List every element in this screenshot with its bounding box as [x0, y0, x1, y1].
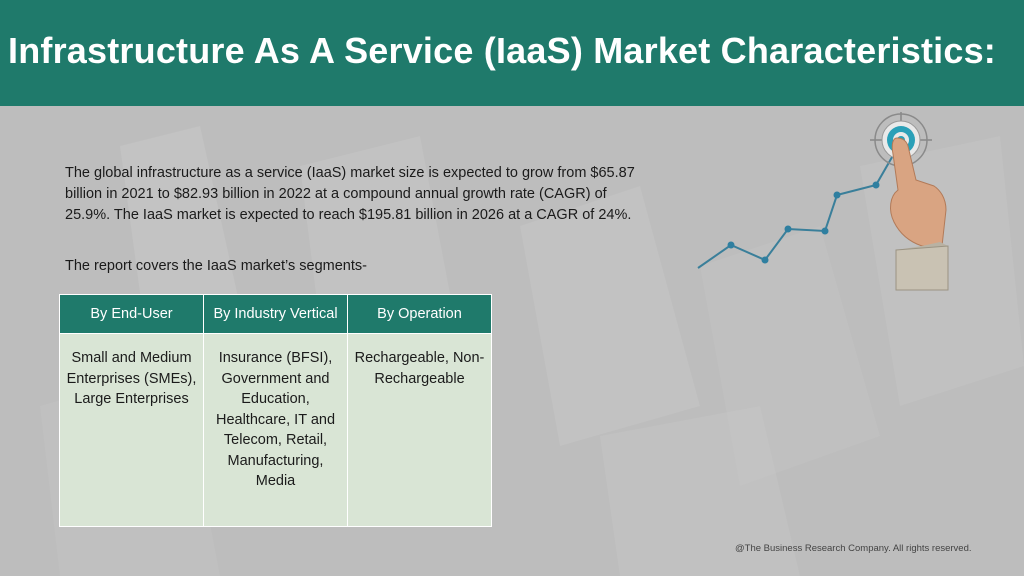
- cell-industry-vertical: Insurance (BFSI), Government and Educati…: [203, 333, 348, 527]
- header-end-user: By End-User: [59, 294, 204, 334]
- header-industry-vertical: By Industry Vertical: [203, 294, 348, 334]
- title-banner: Infrastructure As A Service (IaaS) Marke…: [0, 0, 1024, 106]
- cell-end-user: Small and Medium Enterprises (SMEs), Lar…: [59, 333, 204, 527]
- segments-intro-text: The report covers the IaaS market’s segm…: [65, 258, 367, 274]
- header-operation: By Operation: [347, 294, 492, 334]
- table-header-row: By End-User By Industry Vertical By Oper…: [59, 294, 492, 334]
- cell-operation: Rechargeable, Non-Rechargeable: [347, 333, 492, 527]
- market-summary-paragraph: The global infrastructure as a service (…: [65, 165, 635, 223]
- growth-target-illustration: [697, 112, 949, 291]
- growth-line-icon: [697, 151, 896, 269]
- copyright-footer: @The Business Research Company. All righ…: [735, 543, 972, 554]
- pointing-hand-icon: [890, 137, 949, 291]
- table-row: Small and Medium Enterprises (SMEs), Lar…: [59, 333, 492, 527]
- page-title: Infrastructure As A Service (IaaS) Marke…: [8, 30, 996, 71]
- segments-table: By End-User By Industry Vertical By Oper…: [59, 294, 492, 527]
